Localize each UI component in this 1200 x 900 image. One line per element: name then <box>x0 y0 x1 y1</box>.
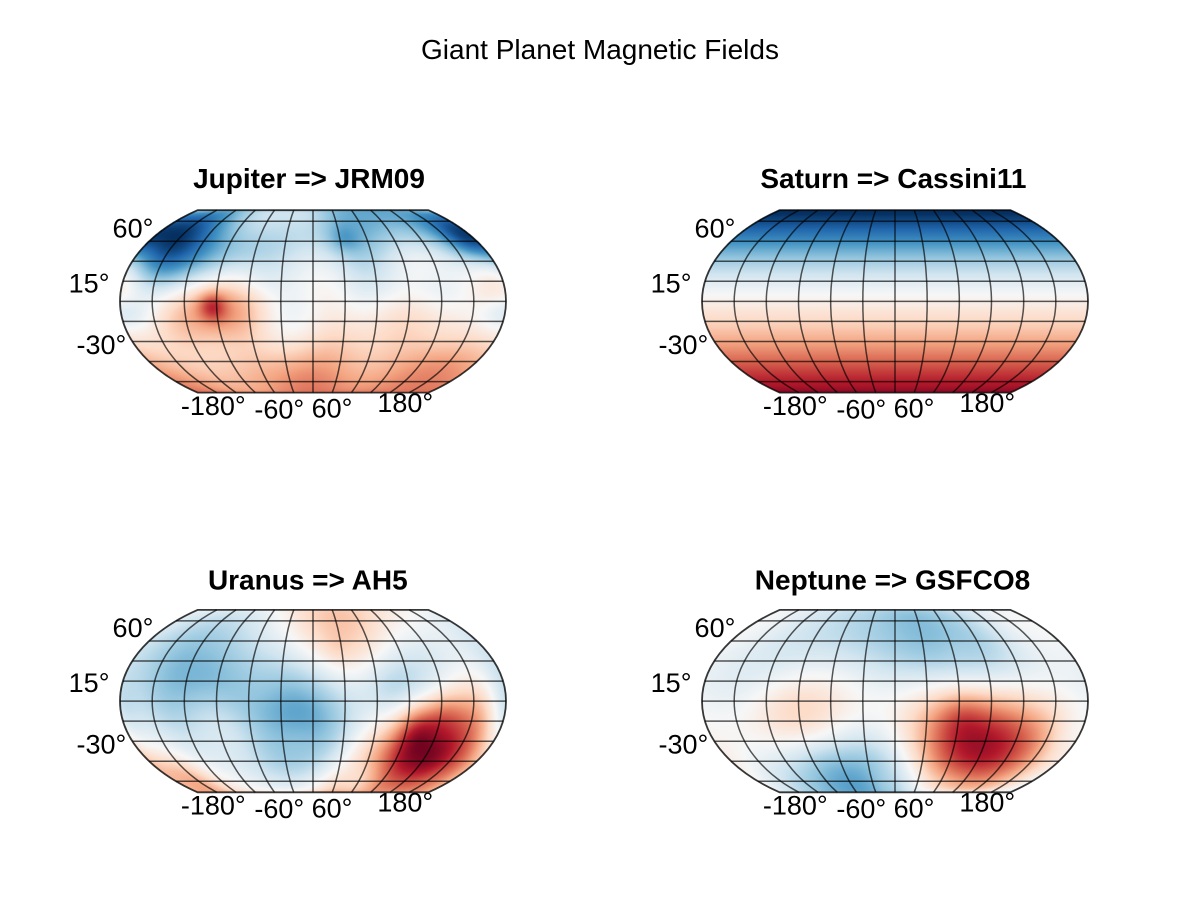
svg-text:180°: 180° <box>377 388 433 418</box>
svg-text:15°: 15° <box>651 668 692 698</box>
svg-text:60°: 60° <box>894 793 935 823</box>
svg-text:180°: 180° <box>377 788 433 818</box>
svg-text:-180°: -180° <box>181 791 246 821</box>
svg-text:Jupiter => JRM09: Jupiter => JRM09 <box>193 163 425 194</box>
svg-text:180°: 180° <box>959 788 1015 818</box>
svg-text:15°: 15° <box>651 269 692 299</box>
svg-text:-30°: -30° <box>76 730 126 760</box>
svg-text:60°: 60° <box>113 214 154 244</box>
svg-text:-180°: -180° <box>181 391 246 421</box>
svg-text:-60°: -60° <box>836 395 886 425</box>
svg-text:-60°: -60° <box>836 794 886 824</box>
svg-text:-60°: -60° <box>254 794 304 824</box>
svg-text:Uranus => AH5: Uranus => AH5 <box>208 565 408 596</box>
svg-text:-30°: -30° <box>658 730 708 760</box>
svg-text:-30°: -30° <box>658 330 708 360</box>
svg-text:-180°: -180° <box>763 391 828 421</box>
svg-text:-60°: -60° <box>254 395 304 425</box>
svg-text:15°: 15° <box>69 269 110 299</box>
svg-text:60°: 60° <box>113 613 154 643</box>
svg-text:60°: 60° <box>894 394 935 424</box>
svg-text:60°: 60° <box>312 394 353 424</box>
svg-text:-180°: -180° <box>763 791 828 821</box>
svg-text:60°: 60° <box>695 613 736 643</box>
svg-text:180°: 180° <box>959 388 1015 418</box>
svg-text:15°: 15° <box>69 668 110 698</box>
svg-text:Neptune => GSFCO8: Neptune => GSFCO8 <box>755 565 1030 596</box>
svg-text:60°: 60° <box>695 214 736 244</box>
svg-text:-30°: -30° <box>76 330 126 360</box>
svg-text:Saturn => Cassini11: Saturn => Cassini11 <box>760 163 1026 194</box>
svg-text:60°: 60° <box>312 793 353 823</box>
